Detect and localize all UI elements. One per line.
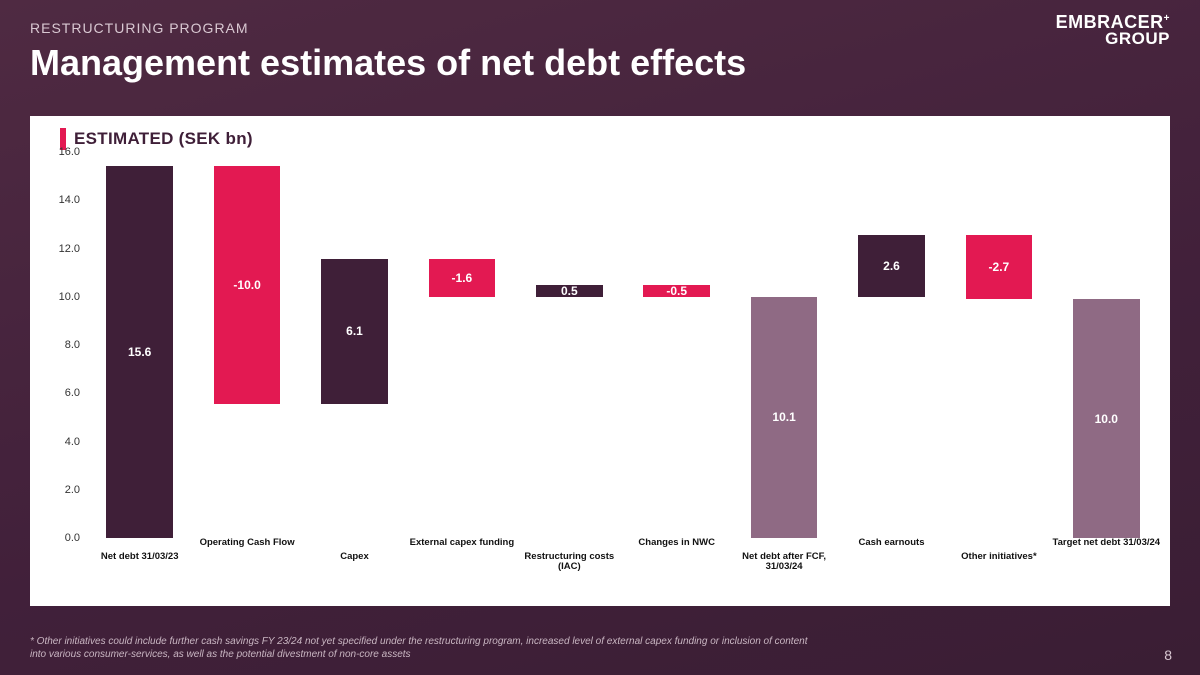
- x-label: Cash earnouts: [837, 538, 947, 548]
- bar-value-label: 15.6: [106, 345, 173, 359]
- section-subtitle: RESTRUCTURING PROGRAM: [30, 20, 1170, 36]
- y-tick: 2.0: [65, 484, 80, 496]
- bar-subtotal: 10.0: [1073, 299, 1140, 538]
- bar-subtotal: 10.1: [751, 297, 818, 538]
- x-label: Target net debt 31/03/24: [1051, 538, 1161, 548]
- slide: RESTRUCTURING PROGRAM Management estimat…: [0, 0, 1200, 675]
- chart-legend: ESTIMATED (SEK bn): [60, 128, 253, 150]
- bar-value-label: -10.0: [214, 278, 281, 292]
- legend-label: ESTIMATED (SEK bn): [74, 129, 253, 149]
- chart-card: ESTIMATED (SEK bn) 0.0 2.0 4.0 6.0 8.0 10.0 12…: [30, 116, 1170, 606]
- y-tick: 14.0: [59, 194, 80, 206]
- x-label: Changes in NWC: [622, 538, 732, 548]
- page-number: 8: [1164, 647, 1172, 663]
- chart-area: 0.02.04.06.08.010.012.014.016.0 15.6-10.…: [42, 152, 1164, 566]
- bar-value-label: -0.5: [643, 284, 710, 298]
- bar-value-label: 2.6: [858, 259, 925, 273]
- bar-decrease: -10.0: [214, 166, 281, 405]
- x-label: Other initiatives*: [944, 552, 1054, 562]
- y-axis: 0.02.04.06.08.010.012.014.016.0: [42, 152, 86, 538]
- bar-increase: 6.1: [321, 259, 388, 405]
- bar-decrease: -1.6: [429, 259, 496, 297]
- x-label: External capex funding: [407, 538, 517, 548]
- bar-value-label: 6.1: [321, 324, 388, 338]
- bar-value-label: -2.7: [966, 260, 1033, 274]
- x-axis: Net debt 31/03/23 Operating Cash Flow Cape…: [86, 538, 1160, 566]
- bar-decrease: -2.7: [966, 235, 1033, 299]
- bar-total: 15.6: [106, 166, 173, 538]
- bar-value-label: -1.6: [429, 271, 496, 285]
- y-tick: 0.0: [65, 532, 80, 544]
- x-label: Restructuring costs (IAC): [514, 552, 624, 573]
- bar-increase: 2.6: [858, 235, 925, 297]
- y-tick: 6.0: [65, 387, 80, 399]
- y-tick: 12.0: [59, 243, 80, 255]
- bar-value-label: 0.5: [536, 284, 603, 298]
- y-tick: 10.0: [59, 291, 80, 303]
- x-label: Operating Cash Flow: [192, 538, 302, 548]
- y-tick: 8.0: [65, 339, 80, 351]
- bar-value-label: 10.0: [1073, 412, 1140, 426]
- x-label: Net debt after FCF, 31/03/24: [729, 552, 839, 573]
- footnote: * Other initiatives could include furthe…: [30, 636, 810, 661]
- brand-logo: EMBRACER+ GROUP: [1056, 14, 1170, 47]
- x-label: Capex: [300, 552, 410, 562]
- page-title: Management estimates of net debt effects: [30, 42, 1170, 84]
- logo-plus-icon: +: [1164, 13, 1170, 24]
- plot-area: 15.6 -10.0 6.1 -1.6 0.5 -0.5 10.1 2.6 -2.7 10.0: [86, 156, 1160, 538]
- x-label: Net debt 31/03/23: [85, 552, 195, 562]
- bar-decrease: -0.5: [643, 285, 710, 297]
- y-tick: 4.0: [65, 436, 80, 448]
- logo-line2: GROUP: [1056, 31, 1170, 47]
- bar-value-label: 10.1: [751, 410, 818, 424]
- y-tick: 16.0: [59, 146, 80, 158]
- bar-increase: 0.5: [536, 285, 603, 297]
